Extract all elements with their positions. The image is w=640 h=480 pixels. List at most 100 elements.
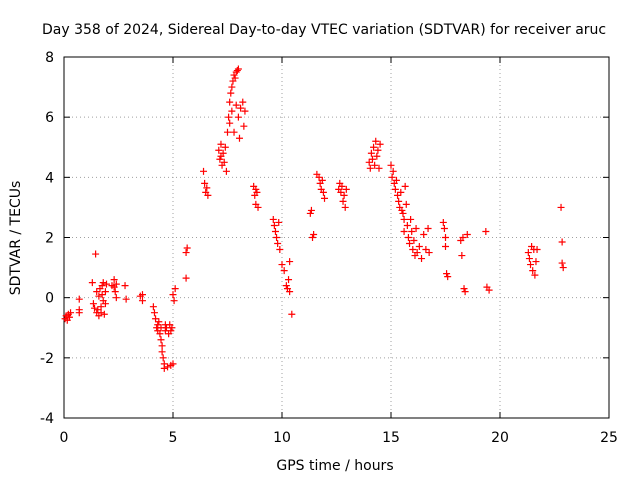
data-point xyxy=(232,101,240,109)
data-point xyxy=(559,264,567,272)
data-point xyxy=(342,185,350,193)
data-point xyxy=(404,234,412,241)
y-tick-label: -4 xyxy=(40,411,54,427)
data-point xyxy=(228,107,236,115)
x-tick-label: 15 xyxy=(382,430,400,446)
data-point xyxy=(425,249,433,257)
data-point xyxy=(387,161,395,169)
data-point xyxy=(340,191,348,199)
data-point xyxy=(368,155,376,163)
data-point xyxy=(65,313,73,321)
data-point xyxy=(443,270,451,278)
data-point xyxy=(395,197,403,205)
x-tick-label: 25 xyxy=(600,430,618,446)
data-point xyxy=(341,203,349,211)
data-point xyxy=(89,300,97,308)
data-point xyxy=(280,267,288,275)
data-point xyxy=(158,342,166,350)
data-point xyxy=(155,318,163,326)
data-point xyxy=(235,134,243,142)
data-point xyxy=(415,243,423,251)
data-point xyxy=(203,184,211,192)
data-point xyxy=(217,140,225,148)
data-point xyxy=(420,230,428,238)
data-point xyxy=(407,215,415,223)
data-point xyxy=(156,330,164,338)
data-point xyxy=(401,182,409,190)
data-point xyxy=(171,285,179,293)
data-point xyxy=(271,227,279,235)
axes xyxy=(63,56,610,419)
y-axis-label: SDTVAR / TECUs xyxy=(8,181,24,296)
data-point xyxy=(413,249,421,257)
data-point xyxy=(288,310,296,318)
data-point xyxy=(286,258,294,266)
data-point xyxy=(221,143,229,151)
chart-title: Day 358 of 2024, Sidereal Day-to-day VTE… xyxy=(42,22,606,38)
data-point xyxy=(254,203,262,211)
data-point xyxy=(318,176,326,184)
data-point xyxy=(200,167,208,175)
data-point xyxy=(557,203,565,211)
data-point xyxy=(222,167,230,175)
data-point xyxy=(183,244,191,252)
data-point xyxy=(338,182,346,190)
data-point xyxy=(182,249,190,257)
data-point xyxy=(278,261,286,269)
data-point xyxy=(310,230,318,238)
data-point xyxy=(531,271,539,279)
data-point xyxy=(101,300,109,308)
data-point xyxy=(365,158,373,166)
data-point xyxy=(422,246,430,254)
data-point xyxy=(110,276,118,284)
data-point xyxy=(168,324,176,332)
data-point xyxy=(319,188,327,196)
data-point xyxy=(321,194,329,202)
data-point xyxy=(463,230,471,238)
data-point xyxy=(239,98,247,106)
data-point xyxy=(227,89,235,97)
x-axis-label: GPS time / hours xyxy=(276,458,393,474)
data-point xyxy=(339,197,347,205)
data-point xyxy=(234,113,242,121)
data-point xyxy=(461,288,469,296)
y-tick-label: 2 xyxy=(45,231,54,247)
grid xyxy=(64,57,609,418)
data-point xyxy=(219,149,227,157)
data-point xyxy=(424,224,432,232)
data-point xyxy=(376,140,384,148)
y-tick-label: 8 xyxy=(45,50,54,66)
data-point xyxy=(93,288,101,296)
data-point xyxy=(444,273,452,281)
data-point xyxy=(392,176,400,184)
data-point xyxy=(122,295,130,303)
data-point xyxy=(389,167,397,175)
data-point xyxy=(270,221,278,229)
data-point xyxy=(112,294,120,302)
data-point xyxy=(482,227,490,235)
data-point xyxy=(276,246,284,254)
data-point xyxy=(459,234,467,241)
data-point xyxy=(164,363,172,371)
data-point xyxy=(98,291,106,299)
data-point xyxy=(394,191,402,199)
data-point xyxy=(397,188,405,196)
data-point xyxy=(97,309,105,317)
data-point xyxy=(366,164,374,172)
data-point xyxy=(372,137,380,145)
data-point xyxy=(440,224,448,232)
data-point xyxy=(529,267,537,275)
data-point xyxy=(286,288,294,296)
y-tick-label: 6 xyxy=(45,110,54,126)
data-point xyxy=(370,143,378,151)
data-point xyxy=(204,191,212,199)
data-point xyxy=(558,238,566,246)
data-point xyxy=(403,221,411,229)
data-point xyxy=(391,185,399,193)
data-point xyxy=(158,348,166,356)
data-point xyxy=(112,280,120,288)
data-point xyxy=(315,173,323,181)
data-point xyxy=(406,240,414,248)
data-point xyxy=(533,246,541,254)
data-point xyxy=(337,188,345,196)
